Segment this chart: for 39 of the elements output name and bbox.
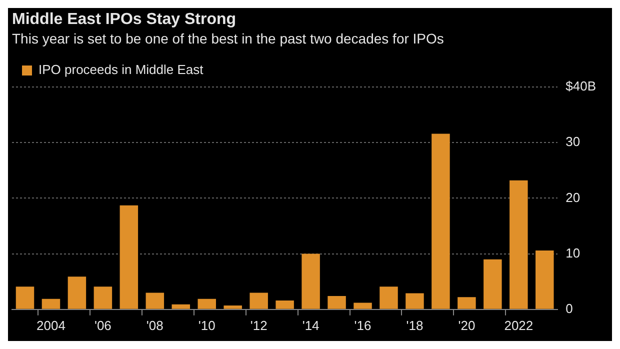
- bar: [198, 298, 216, 309]
- bar: [510, 180, 528, 309]
- x-tick-label: '16: [354, 318, 372, 333]
- bar: [536, 250, 554, 309]
- bar: [250, 292, 268, 309]
- bar: [276, 300, 294, 309]
- bar: [458, 297, 476, 309]
- bar: [328, 296, 346, 309]
- bar: [484, 259, 502, 309]
- x-tick-label: '14: [302, 318, 320, 333]
- bar: [354, 302, 372, 309]
- x-tick-label: '12: [250, 318, 268, 333]
- bar: [224, 306, 242, 309]
- x-tick-label: 2004: [36, 318, 66, 333]
- x-tick-label: '20: [458, 318, 476, 333]
- bar: [406, 293, 424, 309]
- chart-subtitle: This year is set to be one of the best in the past two decades for IPOs: [12, 30, 444, 46]
- legend-label: IPO proceeds in Middle East: [38, 62, 204, 78]
- x-tick-label: 2022: [504, 318, 534, 333]
- bar: [380, 286, 398, 309]
- bar: [146, 292, 164, 309]
- bar: [172, 304, 190, 309]
- y-tick-label: $40B: [566, 78, 596, 94]
- bar: [94, 286, 112, 309]
- y-tick-label: 20: [566, 190, 580, 205]
- bar: [432, 134, 450, 309]
- bar: [68, 276, 86, 309]
- x-tick-label: '18: [406, 318, 424, 333]
- x-tick-label: '10: [198, 318, 216, 333]
- bar: [42, 298, 60, 309]
- y-tick-label: 30: [566, 134, 580, 150]
- chart-title: Middle East IPOs Stay Strong: [12, 11, 236, 28]
- bar: [16, 286, 34, 309]
- bar: [302, 254, 320, 309]
- x-tick-label: '08: [146, 318, 164, 333]
- x-tick-label: '06: [94, 318, 112, 333]
- y-tick-label: 0: [566, 300, 573, 316]
- bar: [120, 205, 138, 309]
- y-tick-label: 10: [566, 245, 580, 260]
